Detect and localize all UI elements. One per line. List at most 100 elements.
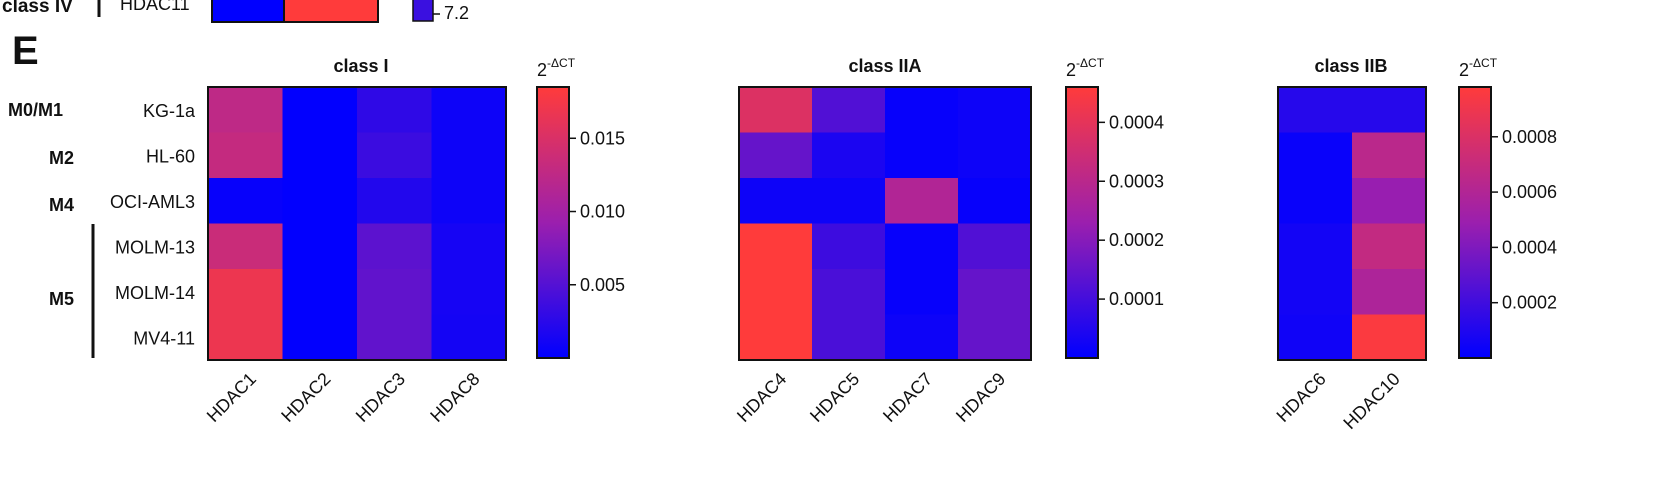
heatmap-class-iib: class IIB HDAC6 HDAC10 2-ΔCT 0.0002 0.0004 0.0… bbox=[1273, 56, 1558, 433]
colorbar-tick-label-class-i-0: 0.005 bbox=[580, 275, 625, 295]
column-label-hdac7: HDAC7 bbox=[879, 369, 936, 426]
row-label-kg-1a: KG-1a bbox=[143, 101, 196, 121]
column-label-hdac8: HDAC8 bbox=[426, 369, 483, 426]
heatmap-cell-class-i-hl-60-hdac2 bbox=[282, 132, 358, 179]
heatmap-title-class-iia: class IIA bbox=[848, 56, 921, 76]
column-label-hdac10: HDAC10 bbox=[1339, 369, 1403, 433]
column-label-hdac2: HDAC2 bbox=[277, 369, 334, 426]
row-labels: KG-1a HL-60 OCI-AML3 MOLM-13 MOLM-14 MV4-11 bbox=[110, 101, 196, 349]
heatmap-cell-class-iia-oci-aml3-hdac5 bbox=[812, 178, 886, 224]
heatmap-cell-class-i-molm-13-hdac2 bbox=[282, 223, 358, 270]
heatmap-cell-class-iia-hl-60-hdac4 bbox=[739, 132, 813, 179]
colorbar-tick-label-class-iib-2: 0.0006 bbox=[1502, 182, 1557, 202]
colorbar-class-i bbox=[536, 86, 570, 359]
heatmap-cell-class-i-molm-13-hdac8 bbox=[431, 223, 507, 270]
colorbar-label-class-iib: 2-ΔCT bbox=[1459, 56, 1498, 80]
colorbar-label-class-iia: 2-ΔCT bbox=[1066, 56, 1105, 80]
heatmap-cell-class-iia-molm-14-hdac9 bbox=[958, 269, 1032, 315]
heatmap-title-class-i: class I bbox=[333, 56, 388, 76]
heatmap-cell-class-iib-molm-13-hdac10 bbox=[1352, 223, 1427, 270]
heatmap-cell-class-i-oci-aml3-hdac8 bbox=[431, 178, 507, 224]
heatmap-cell-class-i-mv4-11-hdac2 bbox=[282, 314, 358, 361]
heatmap-cell-class-i-molm-14-hdac3 bbox=[357, 269, 432, 315]
heatmap-cell-class-iib-hl-60-hdac10 bbox=[1352, 132, 1427, 179]
heatmap-frame-class-iib bbox=[1277, 86, 1427, 361]
colorbar-tick-label-class-iib-0: 0.0002 bbox=[1502, 293, 1557, 313]
column-label-hdac5: HDAC5 bbox=[806, 369, 863, 426]
heatmap-cell-class-iia-oci-aml3-hdac7 bbox=[885, 178, 959, 224]
colorbar-tick-label-class-iia-1: 0.0002 bbox=[1109, 230, 1164, 250]
row-group-labels: M0/M1 M2 M4 M5 bbox=[8, 100, 95, 358]
heatmap-cell-class-i-hl-60-hdac3 bbox=[357, 132, 432, 179]
heatmap-cell-class-i-molm-14-hdac8 bbox=[431, 269, 507, 315]
heatmap-cell-class-iia-mv4-11-hdac4 bbox=[739, 314, 813, 361]
group-label-m4: M4 bbox=[49, 195, 74, 215]
heatmap-cell-class-iia-molm-13-hdac5 bbox=[812, 223, 886, 270]
heatmap-cell-class-iia-hl-60-hdac9 bbox=[958, 132, 1032, 179]
heatmap-title-class-iib: class IIB bbox=[1314, 56, 1387, 76]
colorbar-tick-label-class-iia-2: 0.0003 bbox=[1109, 171, 1164, 191]
heatmap-frame-class-iia bbox=[738, 86, 1032, 361]
column-label-hdac1: HDAC1 bbox=[203, 369, 260, 426]
heatmap-cell-class-iia-molm-13-hdac9 bbox=[958, 223, 1032, 270]
group-label-m5: M5 bbox=[49, 289, 74, 309]
colorbar-label-class-i: 2-ΔCT bbox=[537, 56, 576, 80]
heatmap-cell-class-iib-mv4-11-hdac10 bbox=[1352, 314, 1427, 361]
heatmap-cell-class-i-molm-13-hdac1 bbox=[208, 223, 283, 270]
colorbar-tick-label-class-i-2: 0.015 bbox=[580, 128, 625, 148]
heatmap-cell-class-iib-molm-13-hdac6 bbox=[1278, 223, 1353, 270]
heatmap-cell-class-i-molm-14-hdac2 bbox=[282, 269, 358, 315]
colorbar-tick-label-class-iib-1: 0.0004 bbox=[1502, 237, 1557, 257]
heatmap-cell-class-iib-kg-1a-hdac10 bbox=[1352, 87, 1427, 133]
heatmap-cell-class-i-kg-1a-hdac8 bbox=[431, 87, 507, 133]
heatmap-cell-class-i-mv4-11-hdac3 bbox=[357, 314, 432, 361]
class-iv-colorbar-fragment bbox=[412, 0, 434, 22]
colorbar-class-iib bbox=[1458, 86, 1492, 359]
row-label-mv4-11: MV4-11 bbox=[133, 328, 195, 348]
heatmap-cell-class-i-kg-1a-hdac2 bbox=[282, 87, 358, 133]
heatmap-cell-class-i-molm-14-hdac1 bbox=[208, 269, 283, 315]
colorbar-tick-label-class-iia-0: 0.0001 bbox=[1109, 289, 1164, 309]
hdac11-row-label: HDAC11 bbox=[120, 0, 190, 14]
heatmap-cell-class-iia-molm-14-hdac7 bbox=[885, 269, 959, 315]
hdac11-cell-1 bbox=[211, 0, 285, 23]
heatmap-cell-class-iia-hl-60-hdac5 bbox=[812, 132, 886, 179]
heatmap-cell-class-i-mv4-11-hdac1 bbox=[208, 314, 283, 361]
class-iv-label: class IV bbox=[2, 0, 73, 17]
heatmap-cell-class-iia-oci-aml3-hdac9 bbox=[958, 178, 1032, 224]
group-label-m0m1: M0/M1 bbox=[8, 100, 63, 120]
column-label-hdac3: HDAC3 bbox=[352, 369, 409, 426]
heatmap-class-i: class I HDAC1 HDAC2 HDAC3 HDAC8 2-ΔCT 0.005 0.0… bbox=[203, 56, 625, 426]
heatmap-cell-class-iib-oci-aml3-hdac6 bbox=[1278, 178, 1353, 224]
heatmap-class-iia: class IIA HDAC4 HDAC5 HDAC7 HDAC9 2-ΔCT 0.0001… bbox=[733, 56, 1164, 426]
heatmap-cell-class-iia-molm-13-hdac4 bbox=[739, 223, 813, 270]
row-label-hl-60: HL-60 bbox=[146, 146, 195, 166]
heatmap-cell-class-iib-mv4-11-hdac6 bbox=[1278, 314, 1353, 361]
heatmap-cell-class-iib-hl-60-hdac6 bbox=[1278, 132, 1353, 179]
hdac11-cell-2 bbox=[283, 0, 379, 23]
heatmap-cell-class-i-oci-aml3-hdac2 bbox=[282, 178, 358, 224]
heatmap-cell-class-iia-molm-14-hdac5 bbox=[812, 269, 886, 315]
column-label-hdac6: HDAC6 bbox=[1273, 369, 1330, 426]
class-iv-scale-label: 7.2 bbox=[444, 3, 469, 23]
heatmap-cell-class-iia-kg-1a-hdac9 bbox=[958, 87, 1032, 133]
heatmap-cell-class-iia-oci-aml3-hdac4 bbox=[739, 178, 813, 224]
heatmaps: class I HDAC1 HDAC2 HDAC3 HDAC8 2-ΔCT 0.005 0.0… bbox=[203, 56, 1557, 433]
colorbar-tick-label-class-i-1: 0.010 bbox=[580, 202, 625, 222]
heatmap-cell-class-iib-molm-14-hdac10 bbox=[1352, 269, 1427, 315]
panel-letter: E bbox=[12, 29, 39, 73]
heatmap-cell-class-iia-molm-14-hdac4 bbox=[739, 269, 813, 315]
heatmap-cell-class-iia-molm-13-hdac7 bbox=[885, 223, 959, 270]
heatmap-cell-class-i-hl-60-hdac8 bbox=[431, 132, 507, 179]
colorbar-tick-label-class-iia-3: 0.0004 bbox=[1109, 112, 1164, 132]
heatmap-cell-class-i-oci-aml3-hdac3 bbox=[357, 178, 432, 224]
heatmap-cell-class-iib-molm-14-hdac6 bbox=[1278, 269, 1353, 315]
heatmap-cell-class-iia-hl-60-hdac7 bbox=[885, 132, 959, 179]
row-label-molm-13: MOLM-13 bbox=[115, 237, 195, 257]
heatmap-cell-class-iia-kg-1a-hdac7 bbox=[885, 87, 959, 133]
heatmap-cell-class-i-kg-1a-hdac1 bbox=[208, 87, 283, 133]
heatmap-cell-class-iia-kg-1a-hdac5 bbox=[812, 87, 886, 133]
heatmap-cell-class-iib-kg-1a-hdac6 bbox=[1278, 87, 1353, 133]
column-label-hdac9: HDAC9 bbox=[952, 369, 1009, 426]
